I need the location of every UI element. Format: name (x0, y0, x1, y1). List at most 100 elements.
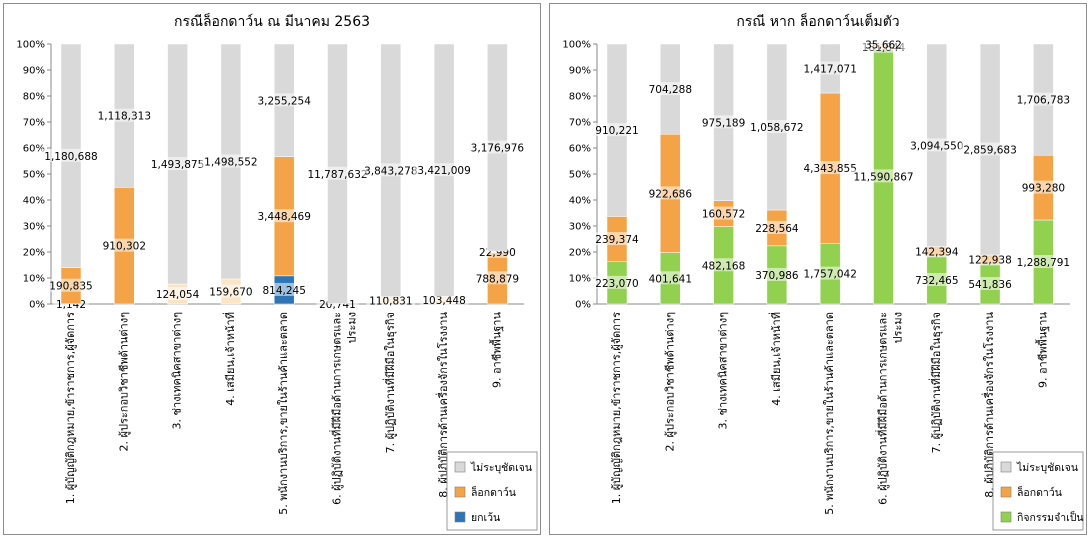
y-tick-label: 60% (569, 144, 591, 155)
data-label: 3,843,278 (360, 163, 422, 177)
x-category-label: 6. ผู้ปฏิบัติงานที่มีฝีมือด้านการเกษตรแล… (875, 312, 890, 505)
chart-panel-current-lockdown: กรณีล็อกดาว์น ณ มีนาคม 2563 0% 10% 20% 30% 40… (3, 3, 541, 535)
y-tick-label: 20% (23, 248, 45, 259)
data-label-background (849, 169, 918, 183)
data-label-text: 3,176,976 (471, 143, 525, 155)
data-label-background (645, 186, 695, 200)
legend-label: ไม่ระบุชัดเจน (1016, 461, 1078, 474)
y-tick-label: 90% (23, 66, 45, 77)
data-label: 1,417,071 (799, 61, 861, 76)
data-label-text: 1,757,042 (803, 269, 856, 281)
y-tick-label: 60% (23, 144, 45, 155)
x-category-label: 3. ช่างเทคนิคสาขาต่างๆ (171, 312, 184, 430)
y-tick-label: 10% (569, 274, 591, 285)
data-label-background (592, 275, 642, 289)
x-category-label: 1. ผู้บัญญัติกฎหมาย,ข้าราชการ,ผู้จัดการ (64, 312, 77, 504)
data-label-background (360, 163, 422, 177)
legend-label: กิจกรรมจำเป็น (1017, 510, 1084, 524)
data-label-text: 3,421,009 (417, 165, 470, 177)
data-label-background (799, 266, 861, 280)
data-label-background (473, 271, 522, 285)
x-category-label: 5. พนักงานบริการ,ขายในร้านค้าและตลาด (823, 312, 836, 515)
data-label: 1,706,783 (1012, 92, 1075, 107)
data-label-text: 11,590,867 (853, 171, 913, 183)
x-category-label: 6. ผู้ปฏิบัติงานที่มีฝีมือด้านการเกษตรแล… (329, 312, 344, 505)
y-tick-label: 30% (23, 222, 45, 233)
x-category-label: ประมง (346, 312, 359, 343)
data-label-background (799, 161, 861, 175)
data-label: 110,831 (366, 293, 416, 307)
y-tick-label: 100% (562, 40, 591, 51)
data-label: 228,564 (752, 220, 802, 235)
data-label-background (253, 93, 315, 107)
y-tick-label: 80% (569, 92, 591, 103)
data-label-background (259, 282, 309, 296)
data-label: 975,189 (699, 115, 748, 129)
data-label: 1,118,313 (93, 108, 156, 123)
data-label-background (965, 252, 1015, 266)
data-label-background (592, 232, 642, 246)
data-label: 993,280 (1019, 180, 1068, 195)
data-label-background (912, 273, 962, 287)
data-label-background (206, 284, 256, 298)
data-label-background (645, 271, 695, 285)
data-label: 1,180,688 (40, 148, 102, 163)
data-label-text: 1,180,688 (44, 151, 97, 163)
data-label: 2,859,683 (959, 142, 1021, 156)
data-label-text: 228,564 (755, 223, 799, 235)
data-label-text: 2,859,683 (963, 144, 1016, 156)
y-tick-label: 80% (23, 92, 45, 103)
legend-swatch (1000, 461, 1012, 473)
data-label-background (366, 293, 416, 307)
data-label-background (699, 258, 748, 272)
data-label-background (1012, 254, 1075, 268)
legend-swatch (1000, 486, 1012, 498)
data-label-background (912, 244, 962, 258)
data-label-text: 103,448 (422, 295, 465, 307)
legend-label: ยกเว้น (471, 512, 500, 524)
data-label: 1,288,791 (1012, 254, 1075, 269)
data-label-background (46, 278, 96, 292)
data-label-text: 124,054 (156, 289, 200, 301)
legend-swatch (454, 511, 466, 523)
x-category-label: ประมง (892, 312, 905, 343)
data-label-background (40, 148, 102, 162)
legend-label: ล็อกดาว์น (471, 485, 516, 499)
data-label-background (93, 108, 156, 122)
data-label-text: 1,288,791 (1017, 257, 1070, 269)
data-label-background (965, 277, 1015, 291)
y-tick-label: 40% (569, 196, 591, 207)
y-tick-label: 50% (23, 170, 45, 181)
data-label-background (906, 138, 968, 152)
y-tick-label: 100% (16, 40, 45, 51)
data-label-text: 142,394 (915, 246, 959, 258)
data-label-text: 3,448,469 (257, 211, 310, 223)
data-label: 732,465 (912, 273, 962, 287)
data-label-background (645, 82, 695, 96)
data-label-text: 110,831 (369, 295, 412, 307)
data-label: 922,686 (645, 186, 695, 200)
data-label-text: 541,836 (968, 279, 1012, 291)
data-label-text: 160,572 (702, 209, 745, 221)
data-label-text: 3,094,550 (910, 140, 963, 152)
data-label-background (959, 142, 1021, 156)
data-label-background (799, 61, 861, 75)
legend-label: ไม่ระบุชัดเจน (470, 461, 532, 474)
data-label-text: 122,938 (968, 254, 1011, 266)
data-label-text: 4,343,855 (803, 163, 856, 175)
x-category-label: 8. ผู้ปฏิบัติการด้านเครื่องจักรในโรงงาน (981, 312, 996, 498)
data-label: 3,421,009 (413, 163, 475, 177)
data-label-text: 814,245 (262, 285, 305, 297)
data-label: 541,836 (965, 277, 1015, 291)
x-category-label: 9. อาชีพพื้นฐาน (488, 312, 503, 389)
data-label: 704,288 (645, 82, 695, 96)
data-label-background (1012, 92, 1075, 106)
data-label-background (146, 157, 209, 171)
data-label-text: 788,879 (476, 273, 519, 285)
x-category-label: 1. ผู้บัญญัติกฎหมาย,ข้าราชการ,ผู้จัดการ (610, 312, 623, 504)
x-category-label: 2. ผู้ประกอบวิชาชีพด้านต่างๆ (663, 312, 676, 452)
data-label-text: 1,417,071 (803, 64, 856, 76)
x-category-label: 8. ผู้ปฏิบัติการด้านเครื่องจักรในโรงงาน (435, 312, 450, 498)
